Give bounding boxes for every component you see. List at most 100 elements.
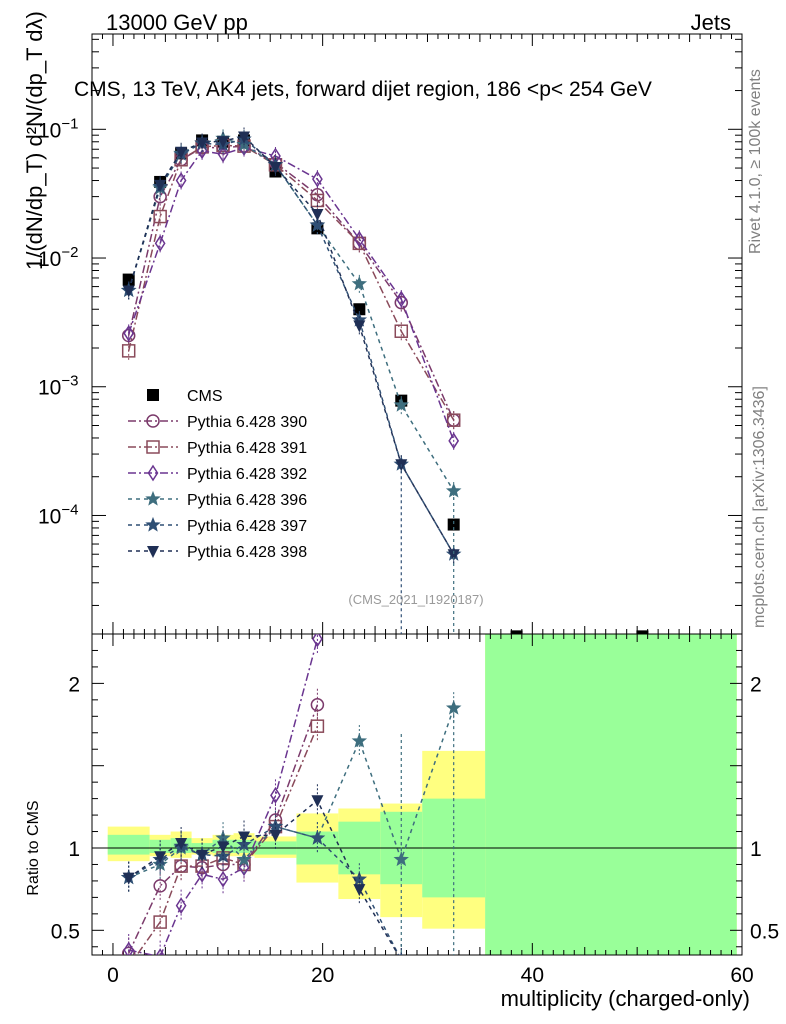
series-point-6-3 — [196, 137, 209, 150]
ratio-point-5-0 — [122, 872, 135, 885]
ratio-point-5-1 — [154, 851, 167, 864]
series-point-6-1 — [154, 179, 167, 192]
ratio-point-5-3 — [196, 849, 209, 862]
ratio-point-5-4 — [217, 841, 230, 854]
legend-label-6: Pythia 6.428 398 — [187, 544, 307, 561]
series-point-3-10 — [448, 432, 460, 450]
y-tick-label-main: 10−4 — [38, 501, 78, 528]
series-line-5 — [127, 138, 455, 555]
legend-marker-4 — [145, 490, 161, 506]
series-point-6-7 — [311, 208, 324, 221]
legend-marker-0 — [147, 389, 159, 401]
uncertainty-bands — [107, 634, 737, 955]
series-point-1-9 — [394, 295, 409, 310]
ratio-point-1-7 — [310, 719, 325, 733]
header-left: 13000 GeV pp — [106, 10, 248, 35]
chart-title: CMS, 13 TeV, AK4 jets, forward dijet reg… — [74, 78, 652, 101]
ratio-point-5-5 — [238, 831, 251, 844]
band-inner-11 — [485, 634, 737, 955]
band-inner-1 — [149, 839, 171, 853]
y-tick-label-ratio: 0.5 — [51, 920, 80, 943]
rivet-label: Rivet 4.1.0, ≥ 100k events — [747, 69, 764, 254]
series-line-2 — [127, 144, 455, 421]
watermark: (CMS_2021_I1920187) — [348, 592, 483, 607]
ratio-point-2-1 — [155, 948, 165, 955]
ratio-point-5-7 — [311, 795, 324, 808]
ratio-series-group — [120, 634, 462, 955]
ratio-point-2-0 — [123, 941, 135, 955]
y-tick-label-main: 10−2 — [38, 244, 78, 271]
band-inner-0 — [107, 834, 150, 855]
y-tick-label-ratio: 1 — [68, 838, 80, 861]
series-point-6-10 — [447, 549, 460, 562]
series-point-0-11 — [510, 630, 523, 634]
legend-marker-2 — [146, 440, 160, 454]
legend-marker-3 — [147, 464, 159, 482]
series-point-3-1 — [154, 234, 166, 252]
header-right: Jets — [691, 10, 731, 35]
ratio-point-5-2 — [175, 838, 188, 851]
ratio-point-5-9 — [395, 954, 408, 955]
series-point-0-0 — [122, 273, 135, 286]
series-point-6-2 — [175, 146, 188, 159]
legend-marker-6 — [147, 546, 159, 558]
ratio-point-2-4 — [217, 870, 229, 888]
legend-label-3: Pythia 6.428 392 — [187, 466, 307, 483]
legend-label-0: CMS — [187, 388, 223, 405]
x-axis-label: multiplicity (charged-only) — [501, 986, 750, 1011]
ratio-point-2-7 — [312, 634, 323, 648]
band-group — [107, 634, 737, 955]
series-point-3-2 — [175, 172, 187, 189]
ratio-y-axis-label: Ratio to CMS — [25, 800, 42, 895]
mcplots-label: mcplots.cern.ch [arXiv:1306.3436] — [751, 386, 768, 628]
legend-marker-5 — [145, 516, 161, 532]
series-point-2-0 — [121, 344, 136, 358]
legend-label-1: Pythia 6.428 390 — [187, 414, 307, 431]
series-point-6-6 — [269, 161, 282, 174]
ratio-point-0-1 — [153, 879, 167, 893]
x-tick-label: 60 — [730, 964, 753, 987]
y-tick-label-ratio-right: 2 — [750, 673, 762, 696]
x-tick-label: 20 — [311, 964, 334, 987]
ratio-point-2-5 — [238, 859, 250, 877]
ratio-point-3-5 — [236, 851, 252, 867]
y-tick-label-ratio-right: 0.5 — [750, 920, 779, 943]
ratio-line-4 — [128, 825, 400, 955]
ratio-line-2 — [128, 638, 319, 955]
ratio-point-2-2 — [175, 897, 187, 915]
ratio-line-0 — [128, 704, 319, 954]
ratio-point-3-8 — [351, 732, 368, 748]
series-point-2-10 — [446, 413, 461, 427]
series-point-6-8 — [353, 320, 366, 333]
series-point-4-10 — [445, 482, 462, 498]
ratio-point-2-6 — [270, 786, 281, 804]
series-point-3-8 — [353, 230, 365, 248]
axes-layer: 0 20 40 60 10−1 10−2 10−3 10−4 2 2 1 1 0.5 0.5 — [38, 33, 779, 987]
series-line-4 — [127, 137, 455, 492]
series-point-3-0 — [123, 324, 135, 342]
ratio-point-5-8 — [353, 884, 366, 897]
ratio-series-layer — [120, 634, 462, 955]
ratio-point-2-3 — [196, 865, 208, 883]
series-point-2-9 — [394, 324, 409, 338]
legend-label-5: Pythia 6.428 397 — [187, 518, 307, 535]
series-point-2-1 — [153, 209, 167, 224]
y-axis-label-main: 1/(dN/dp_T) d²N/(dp_T dλ) — [22, 11, 47, 270]
x-tick-label: 0 — [107, 964, 119, 987]
series-point-2-8 — [352, 236, 367, 251]
series-point-0-10 — [447, 518, 460, 531]
ratio-point-4-7 — [309, 830, 326, 845]
y-tick-label-main: 10−1 — [38, 115, 78, 142]
ratio-line-5 — [128, 799, 400, 955]
series-point-3-9 — [395, 290, 407, 308]
series-point-4-9 — [393, 396, 409, 412]
ratio-point-3-10 — [445, 700, 462, 715]
ratio-point-4-6 — [267, 818, 284, 834]
ratio-point-4-5 — [236, 836, 252, 852]
series-point-6-5 — [238, 131, 251, 144]
ratio-point-5-6 — [269, 829, 282, 842]
ratio-point-4-9 — [400, 951, 403, 955]
series-point-4-8 — [351, 275, 368, 291]
series-point-6-4 — [217, 136, 230, 149]
